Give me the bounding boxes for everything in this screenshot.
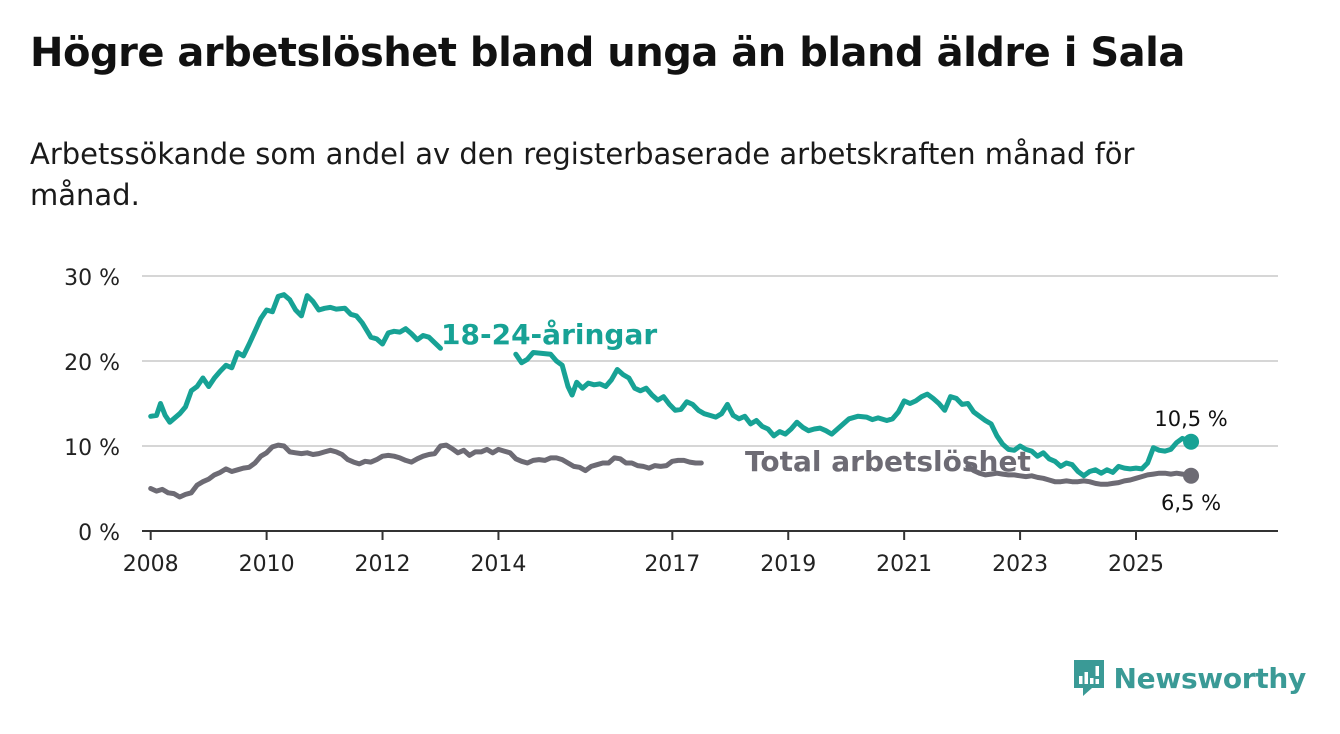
x-tick-label: 2008 xyxy=(123,552,179,577)
brand-logo: Newsworthy xyxy=(1072,658,1306,698)
newsworthy-logo-icon xyxy=(1073,660,1104,696)
end-label-youth: 10,5 % xyxy=(1154,407,1227,431)
y-tick-label: 0 % xyxy=(78,521,120,546)
x-tick-label: 2014 xyxy=(470,552,526,577)
series-line-total xyxy=(148,442,1194,500)
y-tick-label: 10 % xyxy=(64,436,120,461)
chart-subtitle: Arbetssökande som andel av den registerb… xyxy=(30,137,1135,212)
x-tick-label: 2023 xyxy=(992,552,1048,577)
x-tick-label: 2019 xyxy=(760,552,816,577)
series-end-point-total xyxy=(1183,467,1200,484)
chart-title: Högre arbetslöshet bland unga än bland ä… xyxy=(30,30,1185,76)
y-tick-label: 30 % xyxy=(64,266,120,291)
series-label-youth: 18-24-åringar xyxy=(441,318,657,351)
y-tick-label: 20 % xyxy=(64,351,120,376)
series-label-total: Total arbetslöshet xyxy=(745,445,1031,478)
x-tick-label: 2012 xyxy=(355,552,411,577)
series-line-youth xyxy=(148,292,1194,479)
x-tick-label: 2010 xyxy=(239,552,295,577)
end-label-total: 6,5 % xyxy=(1161,491,1221,515)
brand-name: Newsworthy xyxy=(1113,661,1307,695)
x-tick-label: 2021 xyxy=(876,552,932,577)
series-end-point-youth xyxy=(1183,433,1200,450)
x-tick-label: 2017 xyxy=(644,552,700,577)
x-tick-label: 2025 xyxy=(1108,552,1164,577)
